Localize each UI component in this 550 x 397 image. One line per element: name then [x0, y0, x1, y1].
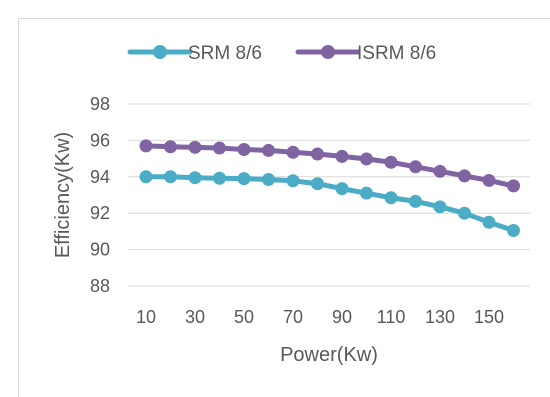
data-point-srm — [458, 206, 471, 220]
x-tick-label: 90 — [332, 307, 352, 327]
data-point-srm — [139, 170, 153, 184]
legend-label-srm: SRM 8/6 — [188, 43, 262, 64]
data-point-srm — [286, 174, 300, 188]
data-point-srm — [262, 173, 275, 187]
data-point-isrm — [237, 143, 251, 156]
legend-marker-isrm — [321, 45, 335, 59]
x-tick-label: 70 — [283, 307, 303, 327]
series-isrm — [139, 139, 520, 193]
x-tick-label: 110 — [377, 307, 406, 327]
data-point-srm — [482, 215, 496, 229]
data-point-srm — [213, 171, 226, 185]
y-tick-label: 88 — [90, 276, 110, 296]
y-tick-label: 92 — [90, 203, 110, 223]
data-point-isrm — [286, 145, 300, 159]
data-point-isrm — [262, 143, 275, 157]
legend-marker-srm — [153, 45, 167, 59]
data-point-isrm — [458, 169, 471, 183]
data-point-srm — [409, 194, 422, 208]
x-tick-label: 30 — [185, 307, 205, 327]
data-point-srm — [188, 171, 202, 185]
data-point-isrm — [507, 179, 520, 193]
data-point-srm — [433, 200, 447, 214]
series-srm — [139, 170, 520, 237]
y-tick-label: 98 — [90, 94, 110, 114]
data-point-isrm — [188, 140, 202, 154]
data-point-srm — [237, 172, 251, 186]
x-tick-label: 150 — [474, 307, 504, 327]
gridlines — [128, 103, 530, 287]
x-axis-title: Power(Kw) — [280, 344, 378, 366]
y-tick-label: 94 — [90, 167, 110, 187]
series-line-isrm — [143, 143, 516, 189]
data-point-isrm — [139, 139, 153, 153]
data-point-isrm — [360, 152, 373, 166]
data-point-isrm — [164, 140, 177, 154]
legend: SRM 8/6 ISRM 8/6 — [127, 43, 436, 64]
data-point-srm — [311, 177, 324, 191]
legend-item-srm: SRM 8/6 — [127, 43, 262, 64]
data-point-srm — [507, 223, 520, 237]
data-point-isrm — [335, 149, 349, 163]
plot-series — [139, 139, 520, 237]
x-tick-label: 130 — [425, 307, 455, 327]
y-axis-ticks: 88 90 92 94 96 98 — [90, 94, 110, 296]
series-line-srm — [143, 174, 516, 233]
data-point-srm — [384, 191, 398, 205]
data-point-isrm — [482, 173, 496, 187]
y-tick-label: 96 — [90, 130, 110, 150]
legend-label-isrm: ISRM 8/6 — [357, 43, 436, 64]
x-axis-ticks: 10 30 50 70 90 110 130 150 — [136, 307, 504, 327]
y-tick-label: 90 — [90, 240, 110, 260]
data-point-isrm — [384, 155, 398, 169]
data-point-isrm — [311, 147, 324, 161]
data-point-srm — [164, 170, 177, 184]
data-point-isrm — [409, 160, 422, 174]
y-axis-title: Efficiency(Kw) — [52, 132, 74, 258]
data-point-srm — [335, 182, 349, 196]
x-tick-label: 10 — [136, 307, 156, 327]
data-point-isrm — [433, 164, 447, 178]
data-point-srm — [360, 186, 373, 200]
x-tick-label: 50 — [234, 307, 254, 327]
data-point-isrm — [213, 141, 226, 155]
legend-item-isrm: ISRM 8/6 — [295, 43, 436, 64]
